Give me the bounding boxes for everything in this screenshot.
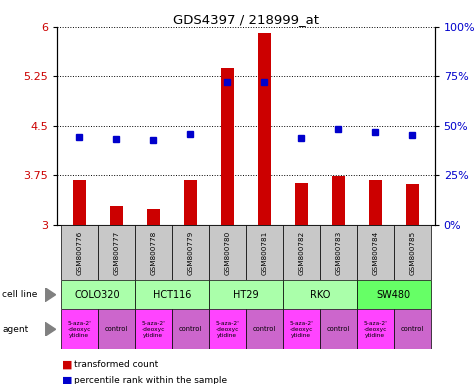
Text: ■: ■ [62,375,72,384]
Text: HCT116: HCT116 [152,290,191,300]
Text: control: control [401,326,424,332]
Text: control: control [253,326,276,332]
Polygon shape [45,288,56,302]
Bar [357,280,431,309]
Text: control: control [104,326,128,332]
Bar [394,309,431,349]
Bar [246,309,283,349]
Bar [98,309,135,349]
Bar [221,68,234,225]
Bar [283,280,357,309]
Bar [246,225,283,280]
Bar [209,225,246,280]
Text: HT29: HT29 [233,290,258,300]
Text: GSM800783: GSM800783 [335,230,342,275]
Text: control: control [179,326,202,332]
Bar [135,280,209,309]
Text: SW480: SW480 [377,290,411,300]
Text: 5-aza-2'
-deoxyc
ytidine: 5-aza-2' -deoxyc ytidine [142,321,165,338]
Bar [295,183,308,225]
Text: GSM800777: GSM800777 [113,230,119,275]
Bar [98,225,135,280]
Text: GSM800778: GSM800778 [150,230,156,275]
Text: GSM800784: GSM800784 [372,230,379,275]
Bar [73,180,86,225]
Bar [283,225,320,280]
Bar [172,309,209,349]
Bar [61,309,98,349]
Text: control: control [327,326,350,332]
Text: agent: agent [2,325,28,334]
Bar [258,33,271,225]
Bar [135,309,172,349]
Text: GSM800785: GSM800785 [409,230,416,275]
Text: GSM800776: GSM800776 [76,230,82,275]
Bar [394,225,431,280]
Text: RKO: RKO [310,290,330,300]
Bar [369,180,382,225]
Bar [332,176,345,225]
Bar [61,225,98,280]
Text: 5-aza-2'
-deoxyc
ytidine: 5-aza-2' -deoxyc ytidine [289,321,314,338]
Title: GDS4397 / 218999_at: GDS4397 / 218999_at [173,13,319,26]
Bar [209,309,246,349]
Bar [357,309,394,349]
Text: cell line: cell line [2,290,38,299]
Text: 5-aza-2'
-deoxyc
ytidine: 5-aza-2' -deoxyc ytidine [363,321,387,338]
Text: transformed count: transformed count [74,360,158,369]
Bar [172,225,209,280]
Text: GSM800782: GSM800782 [298,230,304,275]
Bar [61,280,135,309]
Bar [209,280,283,309]
Bar [320,309,357,349]
Bar [184,180,197,225]
Bar [147,209,160,225]
Text: GSM800779: GSM800779 [187,230,193,275]
Text: 5-aza-2'
-deoxyc
ytidine: 5-aza-2' -deoxyc ytidine [215,321,239,338]
Text: 5-aza-2'
-deoxyc
ytidine: 5-aza-2' -deoxyc ytidine [67,321,91,338]
Bar [320,225,357,280]
Bar [110,206,123,225]
Text: ■: ■ [62,360,72,370]
Text: COLO320: COLO320 [75,290,121,300]
Bar [357,225,394,280]
Text: percentile rank within the sample: percentile rank within the sample [74,376,227,384]
Bar [283,309,320,349]
Bar [135,225,172,280]
Text: GSM800780: GSM800780 [224,230,230,275]
Text: GSM800781: GSM800781 [261,230,267,275]
Bar [406,184,419,225]
Polygon shape [45,323,56,336]
